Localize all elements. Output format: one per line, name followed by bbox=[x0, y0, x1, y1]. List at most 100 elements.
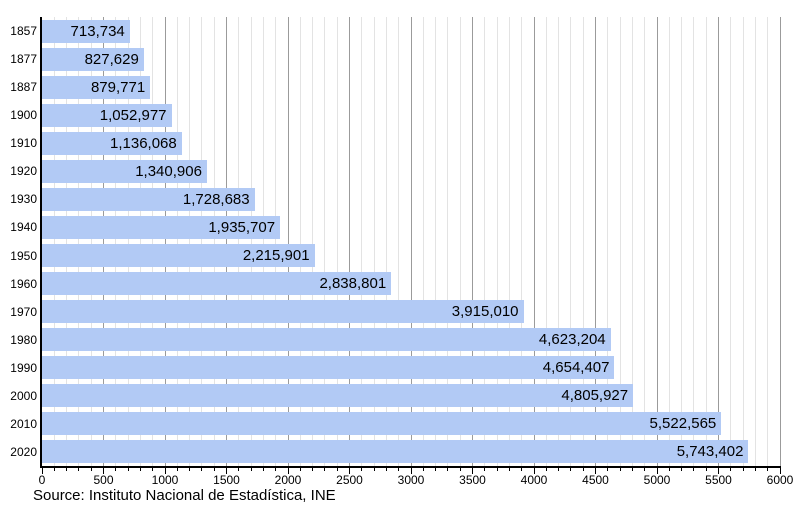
gridline-minor bbox=[521, 17, 523, 466]
plot-area: 713,734 827,629 879,771 1,052,977 1,136,068 1… bbox=[42, 17, 781, 466]
x-tick-minor bbox=[189, 468, 191, 471]
gridline-minor bbox=[115, 17, 117, 466]
gridline-minor bbox=[570, 17, 572, 466]
year-label-1857: 1857 bbox=[10, 24, 37, 39]
bar-value-label: 4,805,927 bbox=[561, 387, 629, 405]
gridline-minor bbox=[582, 17, 584, 466]
x-tick-minor bbox=[693, 468, 695, 471]
bar-1930: 1,728,683 bbox=[42, 187, 255, 211]
bar-1910: 1,136,068 bbox=[42, 131, 182, 155]
bar-value-label: 2,838,801 bbox=[319, 275, 387, 293]
x-tick-minor bbox=[262, 468, 264, 471]
x-tick-major bbox=[718, 468, 719, 474]
x-tick-label-5500: 5500 bbox=[705, 473, 732, 487]
gridline-major bbox=[287, 17, 289, 466]
bar-value-label: 1,935,707 bbox=[208, 218, 276, 236]
bar-value-label: 879,771 bbox=[90, 78, 146, 96]
gridline-minor bbox=[619, 17, 621, 466]
x-tick-minor bbox=[312, 468, 314, 471]
gridline-minor bbox=[250, 17, 252, 466]
bar-value-label: 4,654,407 bbox=[542, 359, 610, 377]
gridline-minor bbox=[189, 17, 191, 466]
year-label-2000: 2000 bbox=[10, 388, 37, 403]
gridline-minor bbox=[742, 17, 744, 466]
gridline-minor bbox=[730, 17, 732, 466]
x-tick-label-1500: 1500 bbox=[213, 473, 240, 487]
gridline-minor bbox=[238, 17, 240, 466]
gridline-minor bbox=[78, 17, 80, 466]
y-axis-line bbox=[40, 17, 42, 468]
gridline-minor bbox=[275, 17, 277, 466]
gridline-minor bbox=[262, 17, 264, 466]
gridline-minor bbox=[558, 17, 560, 466]
x-tick-minor bbox=[361, 468, 363, 471]
x-tick-minor bbox=[668, 468, 670, 471]
bar-1960: 2,838,801 bbox=[42, 272, 392, 296]
bar-1900: 1,052,977 bbox=[42, 103, 172, 127]
gridline-minor bbox=[312, 17, 314, 466]
x-tick-major bbox=[656, 468, 658, 474]
x-tick-major bbox=[595, 468, 596, 474]
x-tick-minor bbox=[336, 468, 338, 471]
bar-value-label: 1,052,977 bbox=[99, 106, 167, 124]
bar-2000: 4,805,927 bbox=[42, 384, 634, 408]
gridline-major bbox=[472, 17, 473, 466]
year-label-2020: 2020 bbox=[10, 444, 37, 459]
gridline-minor bbox=[324, 17, 326, 466]
bar-value-label: 1,340,906 bbox=[135, 162, 202, 180]
x-tick-minor bbox=[767, 468, 769, 471]
gridline-minor bbox=[496, 17, 498, 466]
x-tick-minor bbox=[422, 468, 424, 471]
gridline-minor bbox=[90, 17, 92, 466]
gridline-minor bbox=[299, 17, 301, 466]
gridline-major bbox=[164, 17, 166, 466]
x-tick-minor bbox=[681, 468, 683, 471]
x-tick-minor bbox=[238, 468, 240, 471]
x-tick-label-5000: 5000 bbox=[643, 473, 671, 487]
year-label-1887: 1887 bbox=[10, 80, 37, 95]
gridline-minor bbox=[336, 17, 338, 466]
x-tick-label-0: 0 bbox=[38, 473, 46, 487]
x-tick-major bbox=[41, 468, 43, 474]
bar-2010: 5,522,565 bbox=[42, 412, 722, 436]
year-label-1960: 1960 bbox=[10, 276, 37, 291]
gridline-major bbox=[533, 17, 535, 466]
x-tick-minor bbox=[275, 468, 277, 471]
year-label-2010: 2010 bbox=[10, 416, 37, 431]
year-label-1980: 1980 bbox=[10, 332, 37, 347]
x-tick-major bbox=[472, 468, 473, 474]
x-tick-major bbox=[410, 468, 412, 474]
gridline-minor bbox=[693, 17, 695, 466]
year-label-1877: 1877 bbox=[10, 52, 37, 67]
x-tick-major bbox=[287, 468, 289, 474]
bar-value-label: 1,136,068 bbox=[110, 134, 177, 152]
gridline-minor bbox=[53, 17, 55, 466]
gridline-minor bbox=[398, 17, 400, 466]
gridline-minor bbox=[631, 17, 633, 466]
gridline-minor bbox=[435, 17, 437, 466]
bar-value-label: 5,522,565 bbox=[649, 415, 717, 433]
x-tick-minor bbox=[53, 468, 55, 471]
x-tick-minor bbox=[705, 468, 707, 471]
x-tick-minor bbox=[521, 468, 523, 471]
gridline-major bbox=[410, 17, 412, 466]
x-tick-minor bbox=[90, 468, 92, 471]
gridline-major bbox=[718, 17, 719, 466]
x-tick-minor bbox=[373, 468, 375, 471]
gridline-major bbox=[595, 17, 596, 466]
gridline-minor bbox=[705, 17, 707, 466]
x-tick-minor bbox=[152, 468, 154, 471]
gridline-minor bbox=[127, 17, 129, 466]
x-tick-minor bbox=[619, 468, 621, 471]
x-tick-minor bbox=[127, 468, 129, 471]
gridline-minor bbox=[607, 17, 609, 466]
gridline-minor bbox=[508, 17, 510, 466]
gridlines-layer bbox=[42, 17, 781, 466]
gridline-major bbox=[656, 17, 658, 466]
year-label-1970: 1970 bbox=[10, 304, 37, 319]
bar-2020: 5,743,402 bbox=[42, 440, 749, 464]
x-tick-minor bbox=[558, 468, 560, 471]
bar-value-label: 5,743,402 bbox=[676, 443, 744, 461]
bar-value-label: 827,629 bbox=[84, 50, 139, 68]
gridline-minor bbox=[681, 17, 683, 466]
